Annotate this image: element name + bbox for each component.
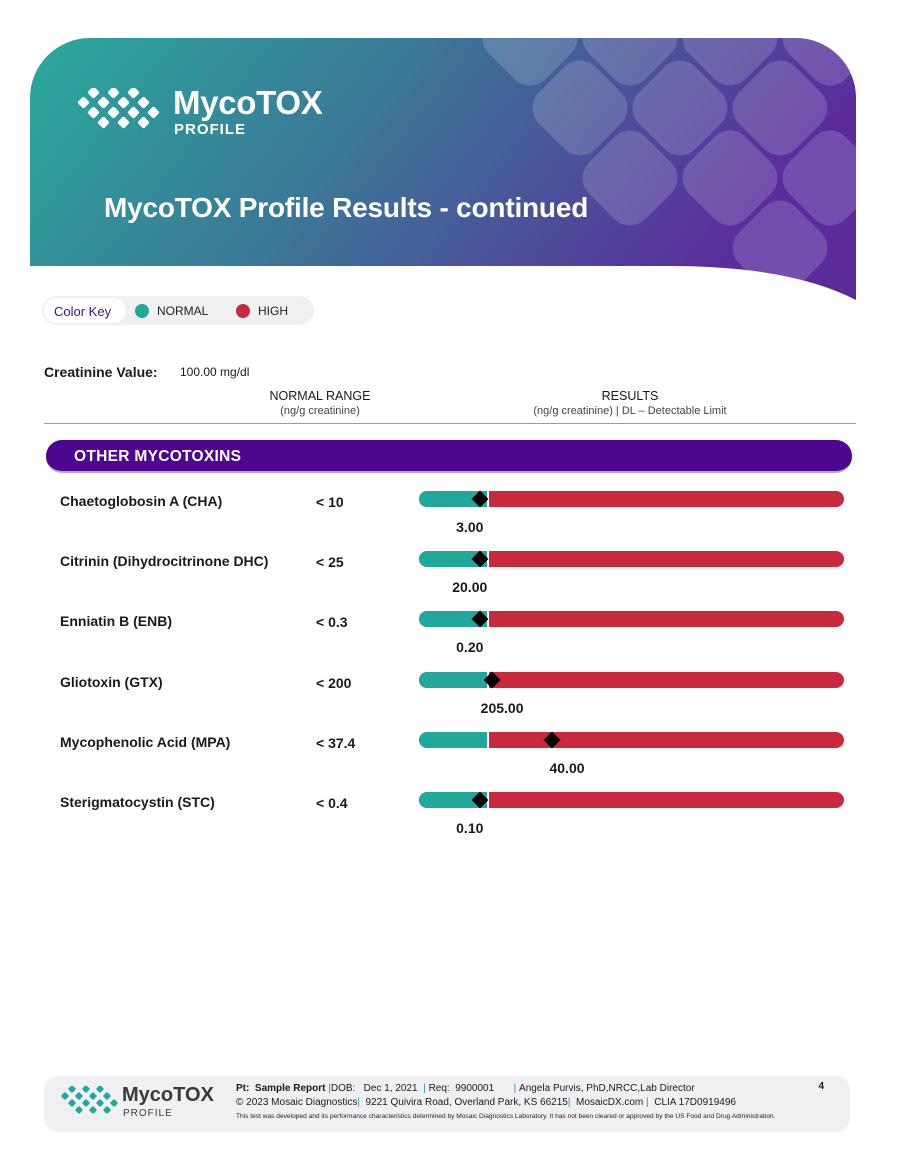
page-title: MycoTOX Profile Results - continued xyxy=(104,192,589,223)
creatinine-value: 100.00 mg/dl xyxy=(180,365,249,379)
dob-value: Dec 1, 2021 xyxy=(363,1083,418,1094)
website-link[interactable]: MosaicDX.com xyxy=(576,1097,644,1108)
high-key-label: HIGH xyxy=(258,304,288,318)
header-background xyxy=(30,38,856,300)
section-title: OTHER MYCOTOXINS xyxy=(74,448,242,465)
result-value: 0.20 xyxy=(456,639,484,655)
creatinine-unit: mg/dl xyxy=(220,365,250,379)
header-divider xyxy=(44,423,856,424)
segment-divider xyxy=(487,732,489,748)
result-value: 0.10 xyxy=(456,820,484,836)
normal-range-unit: (ng/g creatinine) xyxy=(280,405,360,417)
pt-label: Pt: xyxy=(236,1083,250,1094)
normal-range-value: < 10 xyxy=(316,494,344,510)
footer-address-line: © 2023 Mosaic Diagnostics| 9221 Quivira … xyxy=(236,1097,736,1108)
report-header xyxy=(30,38,856,300)
result-bar xyxy=(419,551,844,567)
result-bar xyxy=(419,491,844,507)
normal-segment xyxy=(419,732,487,748)
color-key-label-box: Color Key xyxy=(44,298,126,323)
result-value: 20.00 xyxy=(452,579,488,595)
req-value: 9900001 xyxy=(455,1083,495,1094)
color-key: Color Key NORMAL HIGH xyxy=(42,296,314,325)
result-bar xyxy=(419,672,844,688)
footer-logo-icon xyxy=(61,1086,118,1114)
analyte-name: Gliotoxin (GTX) xyxy=(60,674,163,690)
creatinine-label: Creatinine Value: xyxy=(44,364,158,380)
section-bar: OTHER MYCOTOXINS xyxy=(46,440,852,473)
disclaimer: This test was developed and its performa… xyxy=(236,1113,776,1120)
lab-director: Angela Purvis, PhD,NRCC,Lab Director xyxy=(519,1083,695,1094)
normal-segment xyxy=(419,551,487,567)
copyright: © 2023 Mosaic Diagnostics xyxy=(236,1097,358,1108)
result-bar xyxy=(419,792,844,808)
normal-range-heading: NORMAL RANGE xyxy=(269,389,371,403)
analyte-name: Citrinin (Dihydrocitrinone DHC) xyxy=(60,553,269,569)
clia-number: CLIA 17D0919496 xyxy=(654,1097,736,1108)
color-key-label: Color Key xyxy=(54,304,112,319)
pt-value: Sample Report xyxy=(254,1083,326,1094)
normal-segment xyxy=(419,792,487,808)
normal-segment xyxy=(419,672,487,688)
analyte-name: Sterigmatocystin (STC) xyxy=(60,794,215,810)
normal-range-value: < 25 xyxy=(316,554,344,570)
creatinine-number: 100.00 xyxy=(180,365,217,379)
footer-patient-line: Pt: Sample Report |DOB: Dec 1, 2021 | Re… xyxy=(236,1083,695,1094)
brand-subtitle: PROFILE xyxy=(174,121,247,138)
mycotox-logo-icon xyxy=(77,88,160,129)
results-unit: (ng/g creatinine) | DL – Detectable Limi… xyxy=(533,405,727,417)
normal-range-value: < 37.4 xyxy=(316,735,356,751)
analyte-name: Chaetoglobosin A (CHA) xyxy=(60,493,223,509)
normal-range-value: < 0.3 xyxy=(316,614,348,630)
result-bar xyxy=(419,611,844,627)
normal-segment xyxy=(419,491,487,507)
high-dot-icon xyxy=(236,304,250,318)
normal-key-label: NORMAL xyxy=(157,304,209,318)
brand-lockup: MycoTOX PROFILE xyxy=(75,84,335,140)
results-heading: RESULTS xyxy=(601,389,659,403)
footer-brand-name: MycoTOX xyxy=(122,1084,214,1106)
result-value: 3.00 xyxy=(456,519,484,535)
brand-name: MycoTOX xyxy=(173,84,323,121)
address: 9221 Quivira Road, Overland Park, KS 662… xyxy=(365,1097,568,1108)
result-value: 40.00 xyxy=(549,760,585,776)
dob-label: DOB: xyxy=(330,1083,356,1094)
footer: MycoTOX PROFILE Pt: Sample Report |DOB: … xyxy=(44,1076,850,1132)
normal-segment xyxy=(419,611,487,627)
analyte-name: Mycophenolic Acid (MPA) xyxy=(60,734,231,750)
analyte-name: Enniatin B (ENB) xyxy=(60,613,172,629)
normal-range-value: < 0.4 xyxy=(316,795,348,811)
normal-dot-icon xyxy=(135,304,149,318)
page-number: 4 xyxy=(818,1081,824,1092)
normal-range-value: < 200 xyxy=(316,675,352,691)
result-value: 205.00 xyxy=(480,700,524,716)
result-bar xyxy=(419,732,844,748)
req-label: Req: xyxy=(428,1083,450,1094)
footer-brand-subtitle: PROFILE xyxy=(123,1108,173,1119)
